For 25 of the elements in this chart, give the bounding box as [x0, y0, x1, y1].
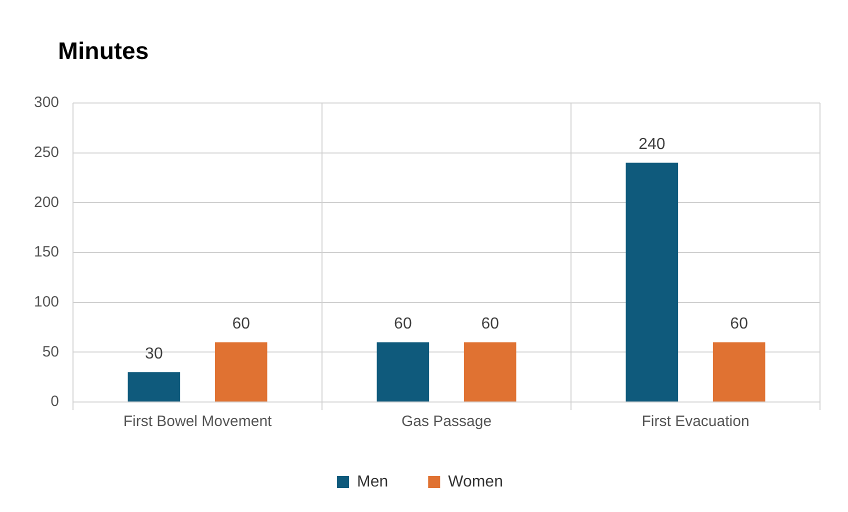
bar: [626, 162, 678, 402]
legend-label: Women: [448, 473, 503, 490]
x-tick-label: Gas Passage: [401, 413, 492, 430]
y-tick-label: 300: [34, 94, 60, 112]
y-tick-label: 200: [34, 194, 60, 211]
legend-label: Men: [357, 473, 388, 490]
data-label: 60: [481, 316, 500, 333]
data-label: 30: [145, 346, 163, 363]
chart-title: Minutes: [58, 38, 149, 66]
x-tick-label: First Evacuation: [642, 413, 750, 430]
y-tick-label: 250: [34, 144, 60, 161]
y-tick-label: 50: [42, 343, 60, 360]
bar: [128, 372, 180, 402]
x-tick-label: First Bowel Movement: [123, 413, 273, 430]
data-label: 60: [730, 316, 748, 333]
bar: [214, 342, 268, 402]
data-label: 240: [638, 136, 666, 154]
y-tick-label: 150: [34, 244, 60, 261]
bar: [464, 342, 516, 402]
y-tick-label: 100: [34, 293, 60, 310]
y-tick-label: 0: [50, 393, 60, 410]
bar: [712, 342, 766, 402]
data-label: 60: [232, 316, 250, 333]
data-label: 60: [394, 316, 412, 333]
bar: [376, 342, 430, 402]
